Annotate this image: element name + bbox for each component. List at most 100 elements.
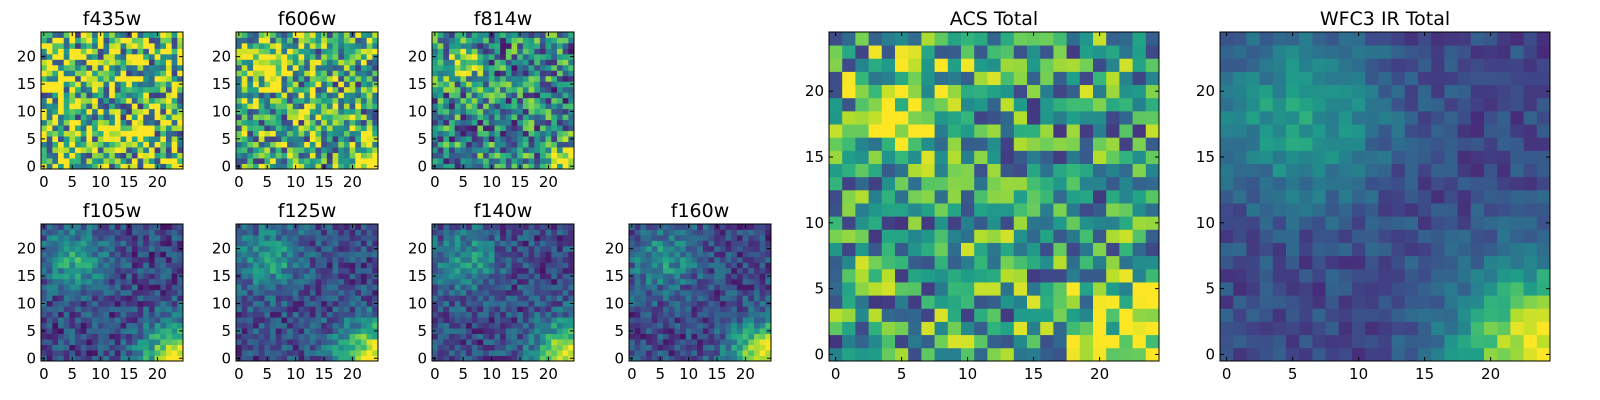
heatmap-cell [109, 92, 116, 99]
heatmap-cell [753, 278, 761, 285]
heatmap-cell [236, 37, 243, 44]
heatmap-cell [338, 163, 345, 170]
heatmap-cell [264, 158, 271, 164]
heatmap-cell [483, 289, 490, 296]
heatmap-cell [987, 203, 1001, 217]
heatmap-cell [165, 311, 173, 318]
heatmap-cell [86, 70, 93, 77]
heatmap-cell [477, 262, 484, 269]
heatmap-cell [114, 158, 121, 164]
panel-title: f606w [278, 8, 337, 30]
heatmap-cell [264, 59, 271, 66]
heatmap-cell [126, 136, 133, 142]
heatmap-cell [69, 130, 76, 137]
heatmap-cell [437, 306, 444, 313]
heatmap-cell [702, 245, 709, 252]
heatmap-cell [454, 234, 461, 241]
heatmap-cell [753, 245, 761, 252]
heatmap-cell [264, 37, 271, 44]
heatmap-cell [131, 245, 138, 252]
heatmap-cell [528, 333, 535, 340]
heatmap-cell [366, 245, 373, 252]
heatmap-cell [343, 114, 350, 121]
heatmap-cell [92, 256, 99, 263]
heatmap-cell [753, 328, 761, 334]
heatmap-cell [556, 158, 564, 164]
heatmap-cell [551, 59, 558, 66]
heatmap-cell [154, 59, 161, 66]
heatmap-cell [160, 75, 167, 82]
heatmap-cell [270, 295, 277, 302]
heatmap-cell [366, 224, 373, 230]
heatmap-cell [58, 59, 65, 66]
heatmap-cell [449, 306, 456, 313]
heatmap-cell [338, 53, 345, 60]
heatmap-cell [80, 245, 87, 252]
heatmap-cell [731, 300, 738, 307]
heatmap-cell [437, 234, 444, 241]
heatmap-cell [126, 64, 133, 71]
heatmap-cell [753, 284, 761, 291]
heatmap-cell [471, 267, 478, 274]
heatmap-cell [366, 256, 373, 263]
heatmap-cell [304, 273, 311, 280]
heatmap-cell [1066, 203, 1081, 217]
heatmap-cell [349, 278, 356, 285]
heatmap-cell [92, 278, 99, 285]
heatmap-cell [454, 53, 461, 60]
heatmap-cell [126, 229, 133, 236]
heatmap-cell [343, 344, 350, 351]
heatmap-cell [315, 245, 322, 252]
heatmap-cell [360, 355, 368, 362]
heatmap-cell [366, 152, 373, 159]
heatmap-cell [63, 295, 70, 302]
heatmap-cell [908, 229, 922, 243]
heatmap-cell [270, 141, 277, 148]
heatmap-cell [58, 267, 65, 274]
heatmap-cell [449, 339, 456, 345]
heatmap-cell [961, 229, 975, 243]
heatmap-cell [731, 240, 738, 247]
heatmap-cell [143, 300, 150, 307]
heatmap-cell [270, 333, 277, 340]
heatmap-cell [126, 92, 133, 99]
heatmap-cell [287, 141, 294, 148]
heatmap-cell [309, 141, 316, 148]
heatmap-cell [974, 255, 988, 270]
heatmap-cell [562, 273, 569, 280]
heatmap-cell [171, 125, 178, 132]
heatmap-cell [947, 189, 962, 204]
heatmap-cell [338, 328, 345, 334]
heatmap-cell [460, 251, 467, 258]
heatmap-cell [281, 224, 288, 230]
heatmap-cell [437, 125, 444, 132]
heatmap-cell [154, 42, 161, 49]
heatmap-cell [75, 97, 82, 104]
heatmap-cell [52, 251, 59, 258]
heatmap-cell [765, 333, 772, 340]
heatmap-cell [332, 317, 339, 324]
heatmap-cell [1132, 321, 1147, 336]
heatmap-cell [697, 278, 704, 285]
heatmap-cell [321, 152, 328, 159]
heatmap-cell [668, 344, 675, 351]
heatmap-cell [471, 311, 478, 318]
heatmap-cell [292, 256, 299, 263]
heatmap-cell [651, 295, 658, 302]
heatmap-cell [321, 289, 328, 296]
heatmap-cell [500, 273, 507, 280]
heatmap-cell [657, 234, 664, 241]
heatmap-cell [171, 86, 178, 93]
heatmap-cell [511, 234, 518, 241]
heatmap-cell [58, 224, 65, 230]
heatmap-cell [736, 295, 743, 302]
heatmap-cell [309, 339, 316, 345]
heatmap-cell [714, 234, 721, 241]
heatmap-cell [58, 136, 65, 142]
heatmap-cell [477, 141, 484, 148]
heatmap-cell [522, 224, 529, 230]
heatmap-cell [1040, 282, 1054, 296]
heatmap-cell [551, 81, 558, 88]
heatmap-cell [651, 224, 658, 230]
heatmap-cell [556, 86, 564, 93]
